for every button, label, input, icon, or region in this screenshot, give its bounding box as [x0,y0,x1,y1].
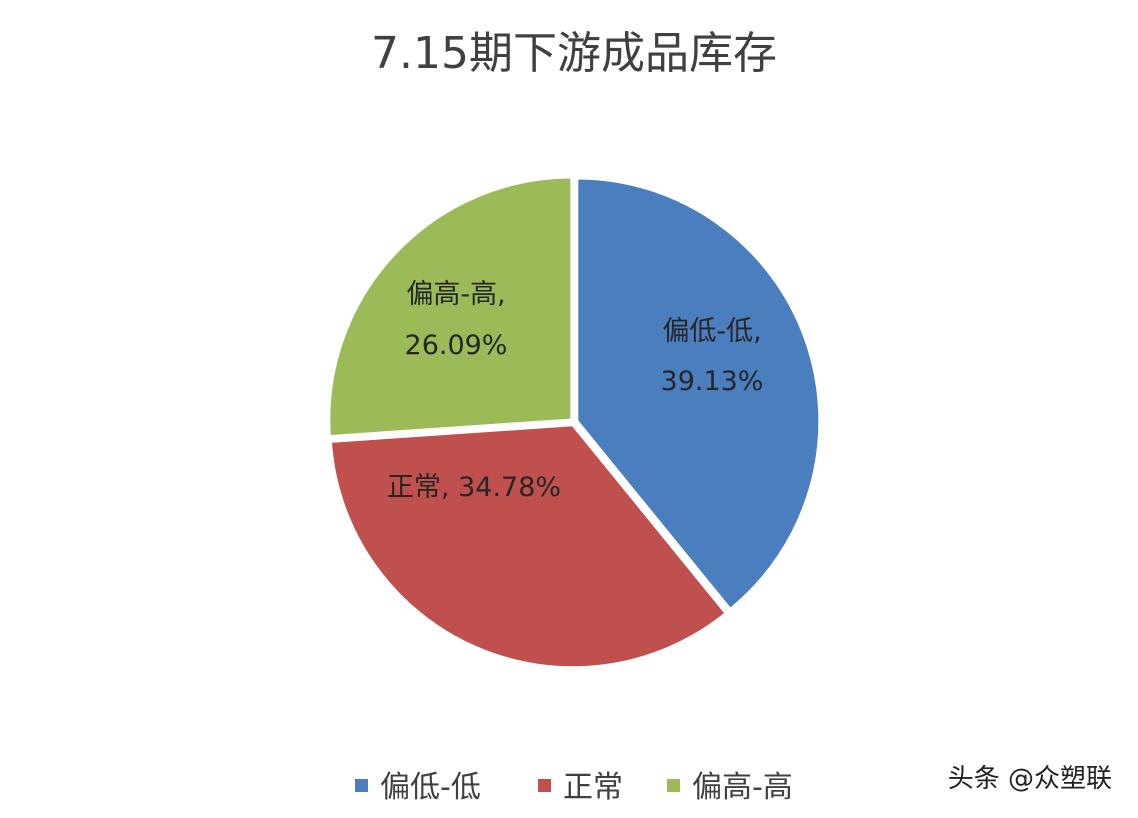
legend-item-high[interactable]: 偏高-高 [667,770,793,805]
legend-item-normal[interactable]: 正常 [538,770,623,805]
legend: 偏低-低 正常 偏高-高 [355,770,793,805]
slice-high[interactable] [327,175,574,439]
data-label-normal: 正常, 34.78% [387,472,561,503]
legend-swatch-low [355,779,368,792]
legend-label-low: 偏低-低 [380,770,481,805]
watermark: 头条 @众塑联 [948,764,1112,794]
legend-label-high: 偏高-高 [692,770,793,805]
data-label-high: 偏高-高, 26.09% [405,279,508,361]
legend-swatch-high [667,779,680,792]
data-label-low: 偏低-低, 39.13% [661,316,764,397]
slice-low[interactable] [575,176,822,612]
slice-normal[interactable] [328,423,729,670]
pie-slices [327,175,822,670]
legend-label-normal: 正常 [563,770,623,805]
legend-swatch-normal [538,779,551,792]
data-labels: 偏低-低, 39.13% 正常, 34.78% 偏高-高, 26.09% [387,279,764,503]
chart-title: 7.15期下游成品库存 [371,28,777,79]
legend-item-low[interactable]: 偏低-低 [355,770,481,805]
